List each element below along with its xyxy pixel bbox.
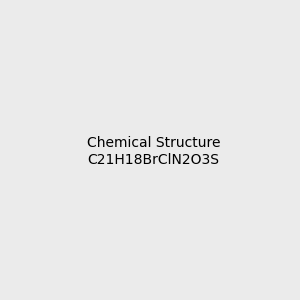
Text: Chemical Structure
C21H18BrClN2O3S: Chemical Structure C21H18BrClN2O3S xyxy=(87,136,220,166)
